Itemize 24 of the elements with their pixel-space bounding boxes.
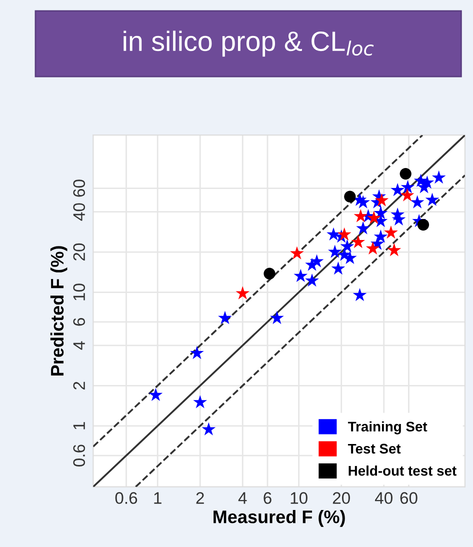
y-tick-label: 20	[73, 243, 86, 260]
y-tick-label: 6	[73, 318, 86, 326]
x-tick-label: 0.6	[115, 492, 138, 504]
x-tick-label: 6	[264, 492, 272, 504]
x-tick-label: 1	[154, 492, 162, 504]
y-tick-label: 10	[73, 284, 86, 300]
x-tick-label: 4	[238, 492, 247, 504]
x-tick-label: 60	[400, 492, 418, 504]
y-tick-label: 4	[73, 341, 85, 350]
y-tick-label: 2	[73, 382, 85, 390]
legend-label: Training Set	[348, 421, 428, 434]
legend-label: Held-out test set	[348, 466, 456, 476]
y-tick-label: 0.6	[73, 444, 86, 466]
x-axis-title: Measured F (%)	[214, 510, 345, 527]
x-tick-label: 2	[196, 492, 204, 504]
y-tick-label: 40	[73, 203, 86, 221]
x-tick-label: 20	[332, 492, 350, 504]
legend-label: Test Set	[348, 444, 401, 454]
chart-title: in silico prop & CL$_{loc}$	[124, 30, 374, 57]
y-axis-title: Predicted F (%)	[50, 246, 68, 376]
y-tick-label: 60	[73, 180, 86, 197]
x-tick-label: 40	[374, 492, 392, 504]
x-tick-label: 10	[290, 492, 308, 504]
y-tick-label: 1	[73, 422, 85, 430]
